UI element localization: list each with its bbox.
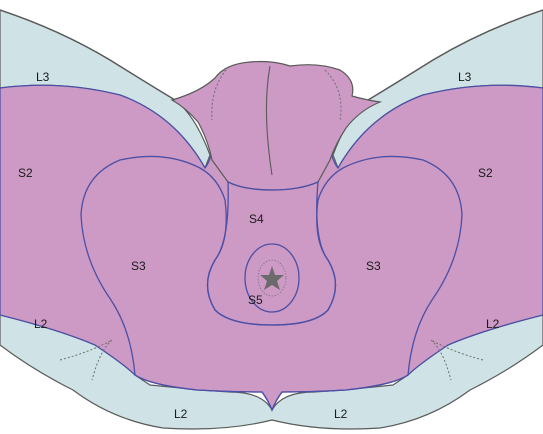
label-l3-left: L3 (36, 70, 50, 84)
label-s2-right: S2 (478, 166, 493, 180)
label-s2-left: S2 (18, 166, 33, 180)
label-s4: S4 (249, 212, 264, 226)
label-l2-bottom-right: L2 (334, 407, 348, 421)
upper-lobe (170, 60, 383, 191)
crease-right (430, 339, 484, 381)
label-l2-bottom-left: L2 (174, 407, 188, 421)
lobe-fold-right (324, 69, 342, 121)
label-l3-right: L3 (458, 70, 472, 84)
s4-border (206, 180, 337, 326)
lobe-fold-left (211, 69, 227, 121)
label-s3-left: S3 (131, 259, 146, 273)
label-l2-right: L2 (486, 317, 500, 331)
label-s5: S5 (248, 293, 263, 307)
s5-inner-dotted (257, 259, 287, 297)
outline-right (367, 9, 543, 101)
label-l2-left: L2 (34, 317, 48, 331)
s5-border (244, 243, 300, 313)
crease-left (59, 339, 113, 381)
outline-left (0, 9, 176, 101)
star-icon (260, 266, 284, 290)
lobe-fold-center (265, 65, 273, 176)
label-s3-right: S3 (366, 259, 381, 273)
